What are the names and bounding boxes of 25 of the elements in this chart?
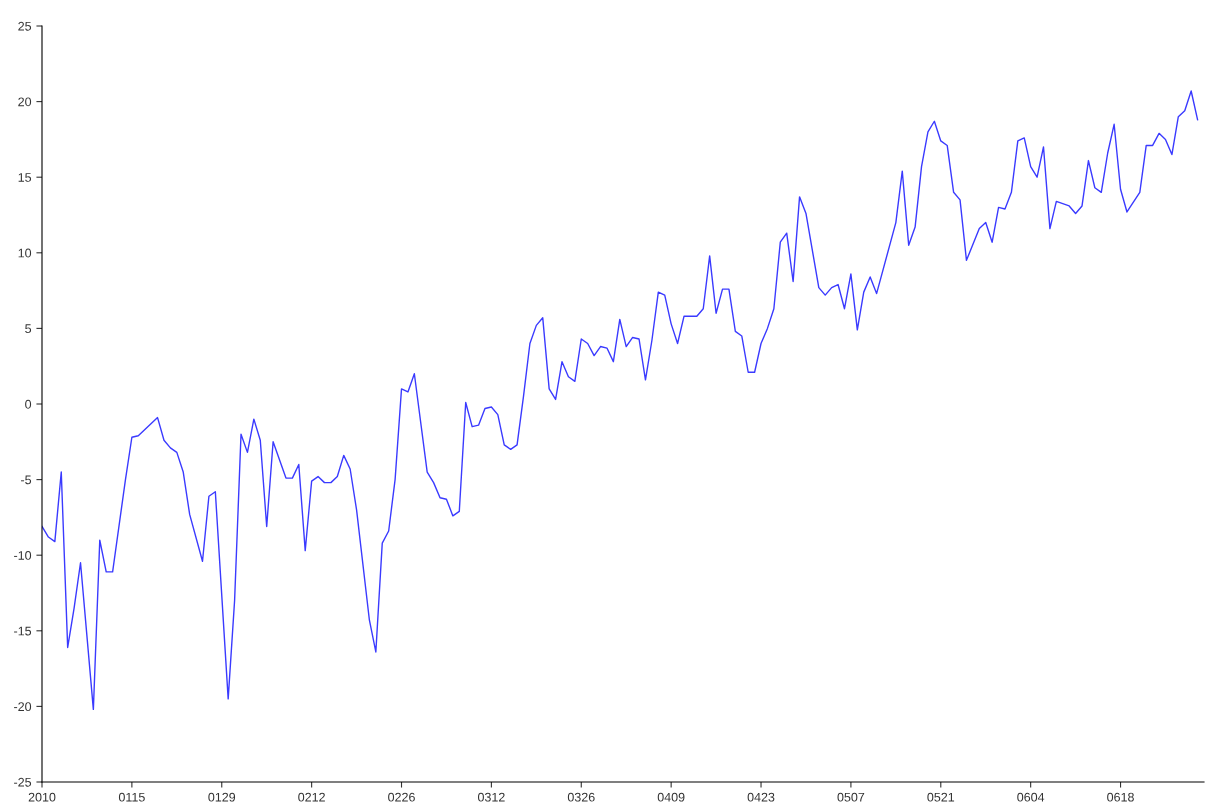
y-tick-label: -10 [14, 551, 32, 560]
x-tick-label: 0423 [747, 792, 775, 802]
x-tick-label: 0507 [837, 792, 865, 802]
x-tick-label: 0521 [927, 792, 955, 802]
y-tick-label: -20 [14, 702, 32, 712]
x-tick-label: 0312 [477, 792, 505, 802]
line-series [42, 90, 1199, 711]
x-tick-label: 0409 [657, 792, 685, 802]
x-tick-label: 0115 [118, 792, 145, 802]
y-tick-label: -25 [14, 777, 32, 787]
y-tick-label: -15 [14, 626, 32, 636]
x-tick-label: 0618 [1107, 792, 1134, 802]
y-tick-label: 0 [25, 399, 32, 409]
x-tick-label: 0226 [388, 792, 415, 802]
x-tick-label: 0129 [208, 792, 236, 802]
x-tick-label: 2010 [28, 792, 56, 802]
y-tick-label: 5 [25, 324, 32, 334]
y-tick-label: 15 [18, 173, 32, 182]
x-tick-label: 0212 [298, 792, 325, 802]
y-tick-label: 20 [18, 97, 32, 107]
x-tick-label: 0326 [567, 792, 595, 802]
x-tick-label: 0604 [1017, 792, 1045, 802]
y-tick-label: -5 [21, 475, 32, 485]
y-tick-label: 25 [18, 21, 32, 31]
y-tick-label: 10 [18, 248, 32, 258]
